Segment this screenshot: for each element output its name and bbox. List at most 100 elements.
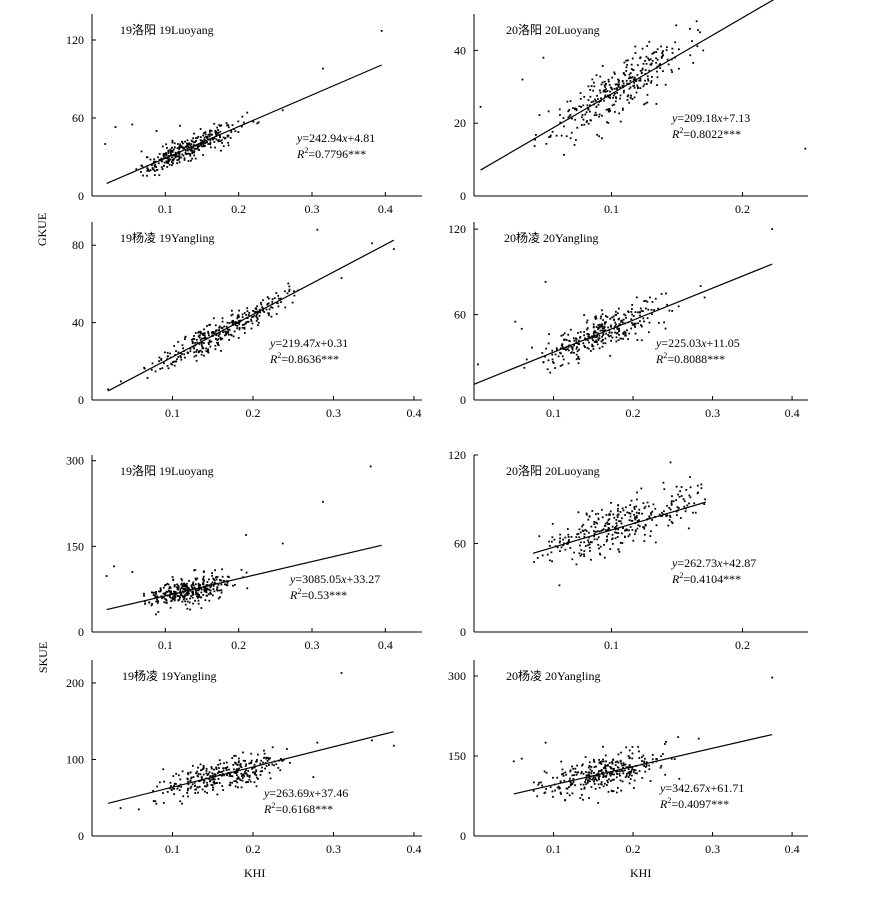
data-point [191,586,193,589]
data-point [562,333,565,336]
data-point [198,594,200,596]
data-point [612,315,615,318]
data-point [149,169,152,172]
y-tick-label: 300 [448,669,466,683]
data-point [163,161,166,164]
data-point [257,324,259,327]
data-point [607,519,610,522]
data-point [533,145,536,148]
data-point [593,114,596,117]
data-point [250,318,252,321]
data-point [651,758,654,761]
data-point [218,759,221,762]
data-point [183,582,185,585]
data-point [602,776,605,778]
data-point [575,563,578,566]
data-point [591,78,594,81]
data-point [590,770,593,773]
data-point [226,581,229,584]
data-point [576,764,578,767]
data-point [186,600,189,603]
data-point [204,144,206,147]
data-point [666,514,669,517]
data-point [634,52,637,54]
data-point [219,762,222,765]
data-point [627,768,630,771]
data-point [628,749,631,752]
data-point [216,132,219,135]
data-point [615,87,618,90]
data-point [104,143,107,145]
data-point [191,151,194,154]
data-point [174,151,177,154]
data-point [191,338,193,341]
data-point [584,756,587,758]
data-point [150,368,153,371]
data-point [180,583,183,586]
data-point [192,581,195,584]
data-point [155,593,158,595]
data-point [196,137,199,140]
data-point [187,152,190,155]
data-point [647,308,650,311]
data-point [600,529,603,532]
data-point [688,502,690,505]
data-point [604,754,607,757]
data-point [242,121,245,124]
data-point [597,332,600,335]
data-point [202,575,205,578]
data-point [676,514,678,516]
regression-equation: y=242.94x+4.81 [296,131,375,145]
data-point [479,105,482,108]
data-point [215,138,218,141]
data-point [247,770,250,772]
data-point [574,771,577,774]
data-point [588,543,591,546]
data-point [618,79,620,82]
data-point [192,143,195,146]
data-point [583,533,586,536]
data-point [587,335,590,338]
data-point [186,772,189,774]
data-point [699,285,702,287]
data-point [668,309,671,312]
data-point [563,779,566,782]
data-point [241,775,243,778]
data-point [201,333,204,335]
data-point [584,337,586,340]
data-point [220,589,223,592]
data-point [210,129,213,132]
data-point [580,772,583,775]
data-point [514,320,517,323]
data-point [202,581,205,584]
data-point [589,88,592,91]
data-point [239,763,242,765]
data-point [194,569,197,571]
data-point [629,526,632,528]
data-point [610,331,613,334]
data-point [146,167,149,170]
data-point [236,317,239,320]
data-point [213,141,216,143]
data-point [202,154,205,156]
data-point [595,331,598,334]
data-point [600,763,603,765]
data-point [222,767,225,770]
data-point [194,599,196,602]
data-point [538,114,541,116]
data-point [257,778,259,780]
data-point [190,584,193,587]
data-point [584,781,586,783]
data-point [196,147,199,150]
data-point [224,137,227,139]
y-tick-label: 300 [66,454,84,468]
data-point [214,146,216,149]
data-point [634,529,637,532]
data-point [203,589,206,591]
data-point [155,802,158,805]
data-point [593,523,596,526]
data-point [597,770,600,773]
data-point [186,152,189,155]
data-point [620,762,623,765]
data-point [261,770,264,773]
